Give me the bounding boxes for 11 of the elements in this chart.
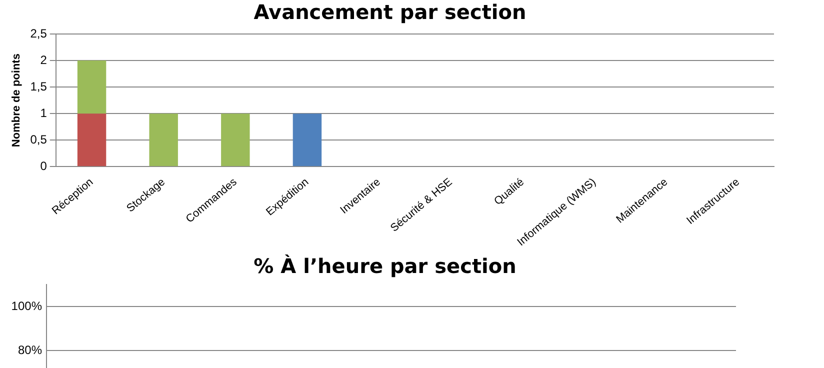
- text: % À l’heure par section: [252, 254, 518, 278]
- text: 100%: [10, 299, 43, 313]
- y-tick-label: 0,5: [30, 132, 48, 146]
- y-tick-label: 2,5: [30, 26, 48, 40]
- y-tick-label: 1: [40, 106, 48, 120]
- y-tick-label: 2: [40, 52, 48, 67]
- y-tick-label: 0: [40, 158, 48, 173]
- y-axis-title: Nombre de points: [10, 54, 23, 148]
- chart-title: Avancement par section: [254, 0, 526, 24]
- y-tick-label: 1,5: [30, 79, 48, 94]
- text: 80%: [16, 343, 43, 357]
